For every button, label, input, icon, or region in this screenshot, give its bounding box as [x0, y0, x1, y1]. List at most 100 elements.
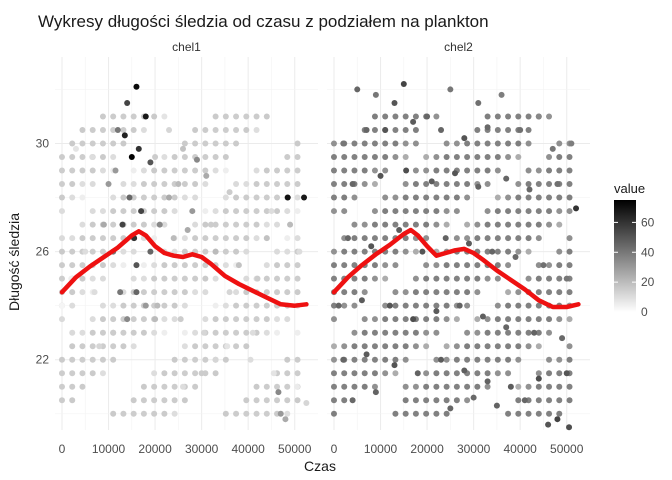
- scatter-point: [443, 302, 450, 309]
- scatter-point: [161, 181, 168, 188]
- scatter-point: [494, 356, 501, 363]
- scatter-point: [525, 221, 532, 228]
- scatter-point: [412, 343, 419, 350]
- scatter-point: [433, 410, 440, 417]
- scatter-point: [192, 356, 199, 363]
- scatter-point: [484, 383, 491, 390]
- scatter-point: [341, 167, 348, 174]
- x-tick-label: 50000: [550, 442, 584, 456]
- scatter-point: [130, 316, 137, 323]
- scatter-point: [512, 254, 519, 261]
- scatter-point: [263, 410, 270, 417]
- scatter-point: [222, 329, 229, 336]
- scatter-point: [151, 262, 158, 269]
- scatter-point: [222, 248, 229, 255]
- scatter-point: [181, 275, 188, 282]
- scatter-point: [181, 397, 188, 404]
- scatter-point: [89, 248, 96, 255]
- scatter-point: [453, 235, 460, 242]
- scatter-point: [400, 81, 407, 88]
- scatter-point: [263, 262, 270, 269]
- scatter-point: [351, 140, 358, 147]
- scatter-point: [192, 262, 199, 269]
- scatter-point: [120, 126, 127, 133]
- scatter-point: [100, 221, 107, 228]
- scatter-point: [161, 397, 168, 404]
- scatter-point: [361, 289, 368, 296]
- scatter-point: [484, 221, 491, 228]
- scatter-point: [464, 181, 471, 188]
- y-tick-label: 30: [36, 136, 50, 150]
- scatter-point: [515, 343, 522, 350]
- scatter-point: [140, 289, 147, 296]
- scatter-point: [535, 302, 542, 309]
- scatter-point: [243, 221, 250, 228]
- scatter-point: [361, 316, 368, 323]
- scatter-point: [566, 397, 573, 404]
- scatter-point: [135, 145, 142, 152]
- scatter-point: [424, 113, 431, 120]
- scatter-point: [453, 154, 460, 161]
- scatter-point: [410, 316, 417, 323]
- scatter-point: [341, 262, 348, 269]
- scatter-point: [484, 235, 491, 242]
- scatter-point: [202, 208, 209, 215]
- scatter-point: [479, 313, 486, 320]
- scatter-point: [274, 167, 281, 174]
- scatter-point: [344, 235, 351, 242]
- x-tick-label: 10000: [364, 442, 398, 456]
- scatter-point: [494, 235, 501, 242]
- scatter-point: [503, 175, 510, 182]
- scatter-point: [423, 221, 430, 228]
- scatter-point: [464, 289, 471, 296]
- scatter-point: [171, 248, 178, 255]
- scatter-point: [382, 126, 389, 133]
- scatter-point: [464, 194, 471, 201]
- scatter-point: [443, 167, 450, 174]
- scatter-point: [233, 316, 240, 323]
- scatter-point: [371, 126, 378, 133]
- scatter-point: [461, 367, 468, 374]
- scatter-point: [515, 289, 522, 296]
- scatter-point: [110, 316, 117, 323]
- scatter-point: [402, 329, 409, 336]
- scatter-point: [392, 356, 399, 363]
- scatter-point: [382, 235, 389, 242]
- scatter-point: [253, 126, 260, 133]
- scatter-point: [192, 140, 199, 147]
- scatter-point: [515, 248, 522, 255]
- scatter-point: [152, 154, 159, 161]
- scatter-point: [443, 370, 450, 377]
- scatter-point: [180, 145, 187, 152]
- scatter-point: [402, 289, 409, 296]
- scatter-point: [161, 154, 168, 161]
- scatter-point: [89, 370, 96, 377]
- scatter-point: [556, 410, 563, 417]
- scatter-point: [559, 335, 566, 342]
- scatter-point: [112, 167, 119, 174]
- scatter-point: [79, 370, 86, 377]
- scatter-point: [525, 126, 532, 133]
- scatter-point: [361, 248, 368, 255]
- scatter-point: [212, 248, 219, 255]
- scatter-point: [546, 221, 553, 228]
- scatter-point: [464, 383, 471, 390]
- scatter-point: [99, 208, 106, 215]
- scatter-point: [443, 316, 450, 323]
- scatter-point: [224, 343, 231, 350]
- scatter-point: [253, 221, 260, 228]
- scatter-point: [212, 356, 219, 363]
- scatter-point: [412, 397, 419, 404]
- scatter-point: [546, 289, 553, 296]
- scatter-point: [402, 356, 409, 363]
- scatter-point: [69, 167, 76, 174]
- panel-chel1: chel1 0 10000 20000 30000 40000 50000 22 26 30: [36, 40, 318, 456]
- scatter-point: [89, 329, 96, 336]
- scatter-point: [117, 289, 124, 296]
- scatter-point: [474, 275, 481, 282]
- scatter-point: [341, 194, 348, 201]
- scatter-point: [330, 262, 337, 269]
- scatter-point: [351, 343, 358, 350]
- scatter-point: [361, 167, 368, 174]
- scatter-point: [284, 410, 291, 417]
